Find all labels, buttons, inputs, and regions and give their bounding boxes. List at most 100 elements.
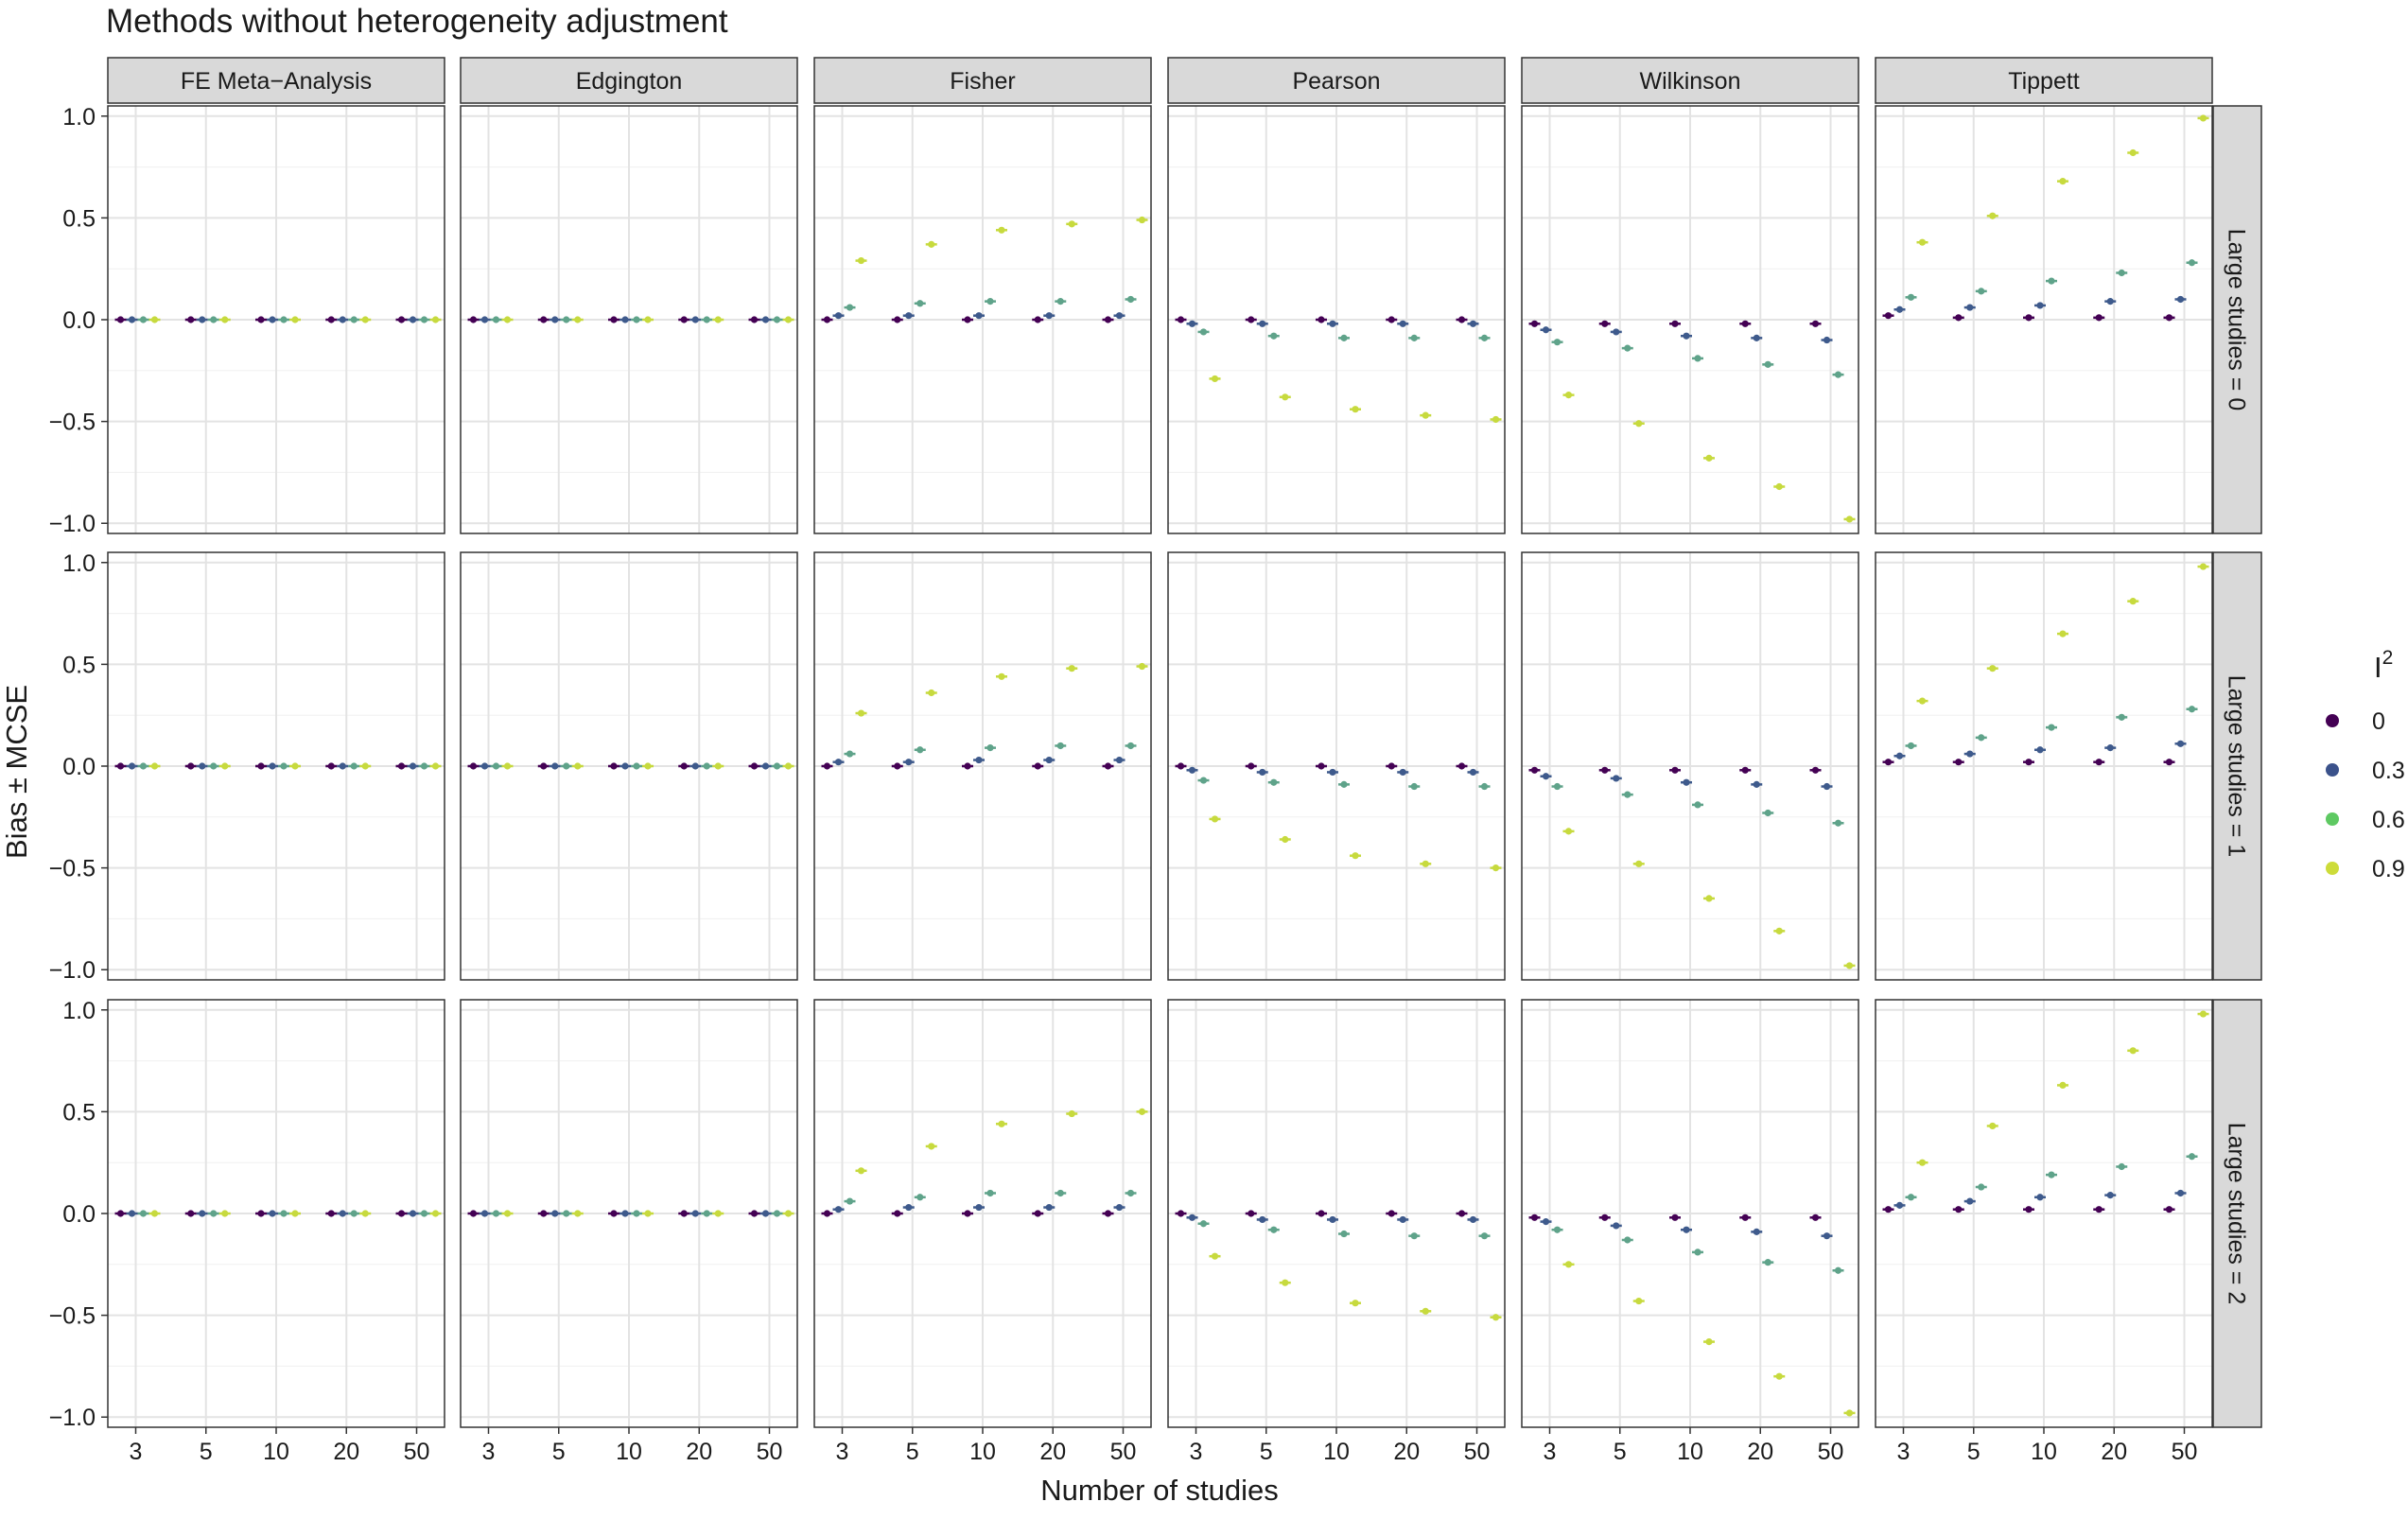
x-tick-label: 20 <box>1393 1439 1420 1465</box>
panel <box>1521 105 1859 534</box>
data-point <box>773 762 781 770</box>
data-point <box>964 762 971 770</box>
data-point <box>2048 1171 2055 1179</box>
data-point <box>350 316 358 323</box>
data-point <box>1635 860 1643 867</box>
data-point <box>986 298 994 306</box>
data-point <box>1530 1213 1539 1221</box>
column-strip-label: FE Meta−Analysis <box>181 68 372 95</box>
row-strip <box>2212 551 2262 981</box>
data-point <box>2188 1153 2196 1161</box>
data-point <box>397 762 406 770</box>
data-point <box>269 762 276 770</box>
data-point <box>750 316 759 323</box>
data-point <box>503 762 512 770</box>
data-point <box>1410 782 1418 791</box>
data-point <box>350 762 358 770</box>
data-point <box>210 316 218 323</box>
data-point <box>1966 1197 1974 1205</box>
data-point <box>221 762 229 770</box>
x-tick-label: 3 <box>1544 1439 1557 1465</box>
data-point <box>1056 742 1064 750</box>
data-point <box>1989 665 1997 672</box>
data-point <box>1635 1297 1643 1305</box>
data-point <box>1422 411 1429 419</box>
data-point <box>2165 314 2173 322</box>
data-point <box>1542 326 1550 334</box>
data-point <box>1199 1220 1208 1228</box>
x-tick-label: 20 <box>686 1439 712 1465</box>
column-strip-label: Pearson <box>1292 68 1380 95</box>
data-point <box>1741 320 1749 327</box>
panel-border <box>1521 551 1859 981</box>
panel-border <box>460 551 798 981</box>
data-point <box>1989 212 1997 219</box>
data-point <box>1259 1215 1266 1224</box>
data-point <box>1564 828 1573 835</box>
data-point <box>773 316 781 323</box>
data-point <box>2118 713 2125 721</box>
data-point <box>633 316 640 323</box>
data-point <box>894 316 901 323</box>
data-point <box>551 762 559 770</box>
data-point <box>1270 332 1278 340</box>
data-point <box>761 762 770 770</box>
data-point <box>998 672 1005 680</box>
data-point <box>1775 482 1783 491</box>
y-tick-label: 1.0 <box>62 550 96 577</box>
legend-title-base: I <box>2374 651 2382 684</box>
legend-keys: 0 0.3 0.6 0.9 <box>2326 708 2405 882</box>
x-tick-label: 50 <box>757 1439 783 1465</box>
data-point <box>1705 1338 1713 1346</box>
data-point <box>1270 1226 1278 1233</box>
data-point <box>2059 1081 2067 1089</box>
panel <box>1875 105 2213 534</box>
data-point <box>327 316 335 323</box>
data-point <box>2048 724 2055 731</box>
panel <box>1875 551 2213 981</box>
data-point <box>2095 759 2103 766</box>
data-point <box>1126 1189 1135 1197</box>
x-tick-label: 3 <box>1190 1439 1203 1465</box>
data-point <box>1126 295 1135 304</box>
data-point <box>857 709 865 717</box>
data-point <box>1399 768 1406 777</box>
data-point <box>1340 780 1348 788</box>
column-strip <box>1875 57 2213 104</box>
data-point <box>1978 1183 1985 1191</box>
data-point <box>420 762 428 770</box>
data-point <box>2106 298 2114 306</box>
panel <box>1875 999 2213 1428</box>
data-point <box>2176 740 2185 747</box>
data-point <box>621 316 629 323</box>
data-point <box>1199 777 1208 784</box>
x-tick-label: 5 <box>906 1439 919 1465</box>
data-point <box>2199 114 2207 122</box>
data-point <box>540 762 548 770</box>
data-point <box>680 762 688 770</box>
data-point <box>975 312 983 320</box>
data-point <box>1705 454 1713 462</box>
data-point <box>1601 1213 1609 1221</box>
legend-key-dot <box>2326 714 2339 727</box>
data-point <box>2129 148 2137 157</box>
y-axis-title: Bias ± MCSE <box>0 685 33 859</box>
data-point <box>540 1210 548 1217</box>
data-point <box>1068 1109 1075 1118</box>
data-point <box>1907 1194 1915 1201</box>
legend-key-dot <box>2326 812 2339 826</box>
data-point <box>1741 766 1749 774</box>
x-tick-label: 10 <box>263 1439 289 1465</box>
data-point <box>1492 864 1500 872</box>
data-point <box>1989 1122 1997 1130</box>
data-point <box>916 746 924 754</box>
data-point <box>574 762 582 770</box>
data-point <box>975 756 983 764</box>
data-point <box>714 1210 722 1217</box>
data-point <box>280 1210 288 1217</box>
y-tick-label: −1.0 <box>49 957 96 984</box>
data-point <box>1564 1261 1573 1268</box>
data-point <box>1126 742 1135 750</box>
data-point <box>1753 780 1760 788</box>
data-point <box>1457 316 1466 323</box>
